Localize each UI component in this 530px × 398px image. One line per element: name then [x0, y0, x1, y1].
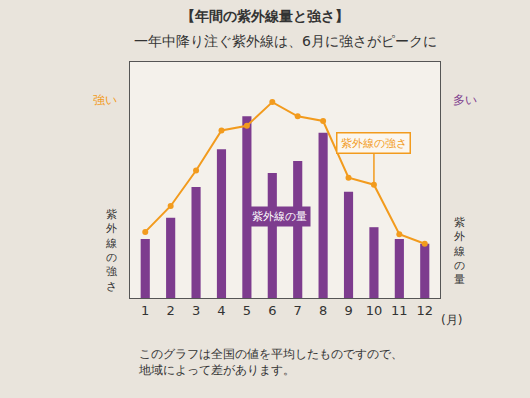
svg-text:【年間の紫外線量と強さ】: 【年間の紫外線量と強さ】: [181, 8, 349, 24]
svg-text:12: 12: [416, 303, 433, 318]
svg-text:紫外線の量: 紫外線の量: [453, 216, 465, 286]
svg-text:紫外線の量: 紫外線の量: [252, 210, 307, 223]
svg-text:紫外線の強さ: 紫外線の強さ: [341, 137, 407, 150]
svg-text:7: 7: [294, 303, 302, 318]
svg-text:紫外線の強さ: 紫外線の強さ: [105, 208, 117, 293]
svg-text:3: 3: [192, 303, 200, 318]
svg-text:1: 1: [141, 303, 149, 318]
svg-text:このグラフは全国の値を平均したものですので、地域によって差が: このグラフは全国の値を平均したものですので、地域によって差があります。: [138, 347, 403, 377]
svg-text:2: 2: [167, 303, 175, 318]
svg-text:10: 10: [366, 303, 383, 318]
svg-text:強い: 強い: [93, 93, 117, 107]
svg-text:8: 8: [319, 303, 327, 318]
svg-text:(月): (月): [441, 313, 462, 327]
svg-text:11: 11: [391, 303, 408, 318]
svg-text:一年中降り注ぐ紫外線は、6月に強さがピークに: 一年中降り注ぐ紫外線は、6月に強さがピークに: [134, 33, 437, 49]
svg-text:多い: 多い: [453, 93, 477, 107]
svg-text:6: 6: [268, 303, 276, 318]
svg-text:4: 4: [217, 303, 225, 318]
svg-text:5: 5: [243, 303, 251, 318]
svg-text:9: 9: [344, 303, 352, 318]
